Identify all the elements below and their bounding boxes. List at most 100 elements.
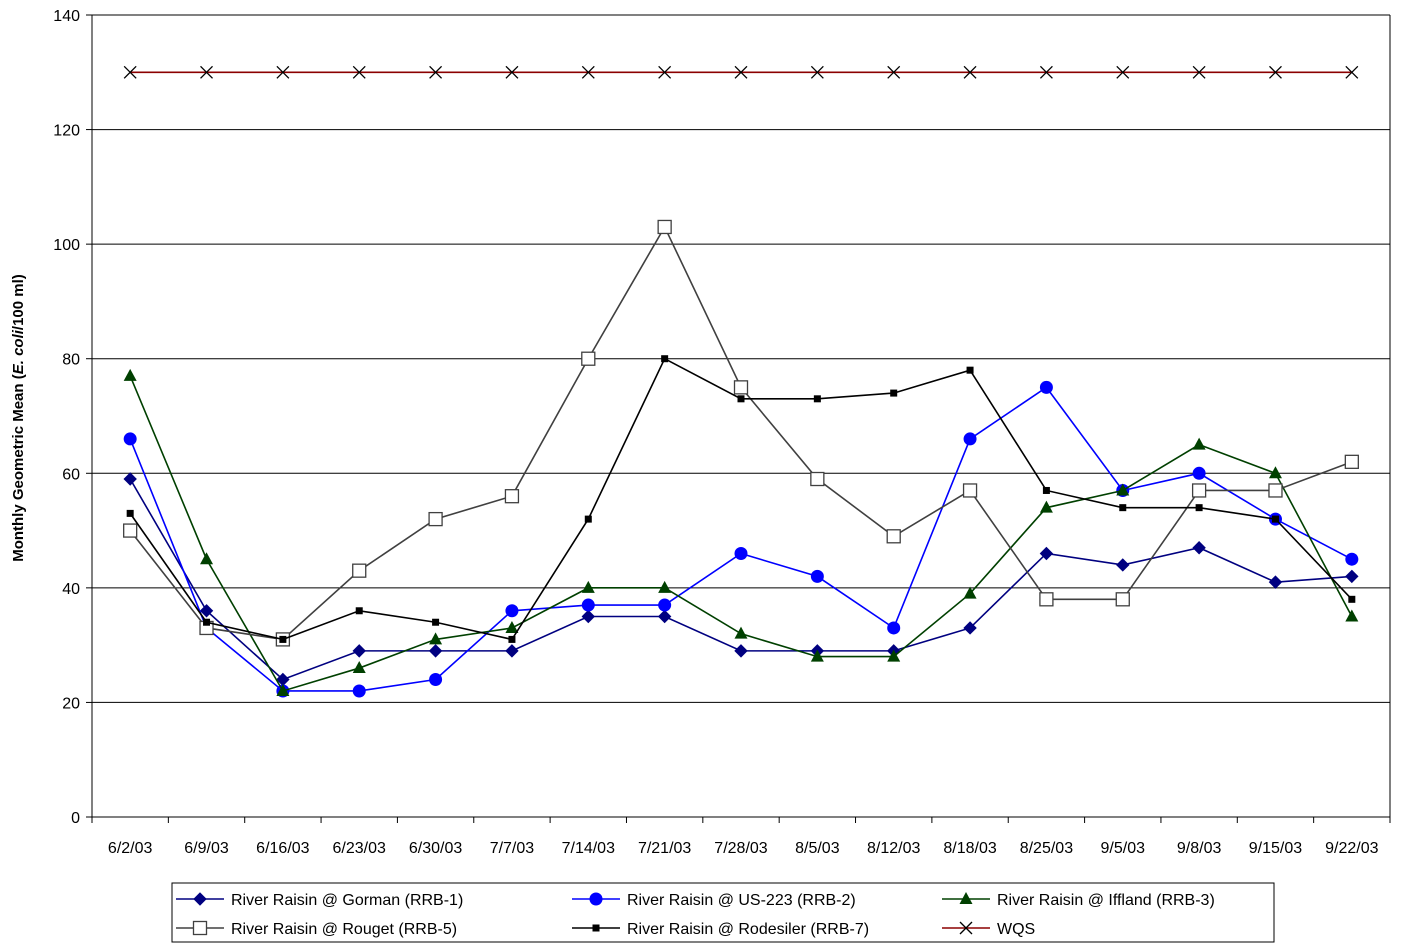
legend: River Raisin @ Gorman (RRB-1) River Raisi…	[171, 882, 1275, 943]
data-point-x	[1039, 65, 1053, 79]
data-point-x	[429, 65, 443, 79]
x-stroke	[123, 65, 137, 79]
data-point-square	[962, 483, 978, 498]
gridlines	[92, 14, 1390, 703]
data-point-diamond	[734, 644, 748, 658]
x-tick-label: 9/15/03	[1249, 840, 1302, 857]
data-point-square	[279, 635, 287, 643]
data-point-diamond	[505, 644, 519, 658]
x-stroke	[734, 65, 748, 79]
data-point-square	[428, 511, 443, 527]
x-stroke	[505, 65, 519, 79]
data-point-x	[505, 65, 519, 79]
data-point-x	[1192, 65, 1206, 79]
x-stroke	[581, 65, 595, 79]
legend-label: River Raisin @ Gorman (RRB-1)	[231, 892, 463, 909]
legend-entry: River Raisin @ Gorman (RRB-1)	[176, 892, 463, 909]
data-point-diamond	[123, 472, 137, 486]
legend-entry: River Raisin @ US-223 (RRB-2)	[572, 892, 856, 909]
data-point-square	[584, 515, 592, 523]
data-point-triangle	[810, 649, 824, 662]
x-tick-labels: 6/2/03 6/9/03 6/16/03 6/23/03 6/30/03 7/7/03 7…	[108, 840, 1379, 857]
x-stroke	[429, 65, 443, 79]
data-point-x	[1269, 65, 1282, 79]
data-point-x	[123, 65, 137, 79]
data-point-square	[592, 924, 600, 932]
data-point-diamond	[1116, 558, 1130, 572]
data-point-x	[810, 65, 824, 79]
y-tick-label: 40	[62, 581, 80, 598]
legend-label: River Raisin @ Iffland (RRB-3)	[997, 892, 1215, 909]
data-point-diamond	[657, 609, 672, 624]
y-tick-label: 100	[53, 237, 80, 254]
data-point-square	[203, 618, 211, 626]
data-point-square	[1191, 483, 1207, 498]
data-point-square	[192, 920, 208, 936]
x-stroke	[959, 921, 973, 935]
y-axis-label: Monthly Geometric Mean (E. coli/100 ml)	[10, 274, 27, 562]
x-tick-label: 7/28/03	[714, 840, 767, 857]
series-group	[123, 65, 1359, 698]
data-point-triangle	[429, 632, 443, 645]
data-point-square	[966, 366, 974, 374]
data-point-triangle	[887, 649, 901, 662]
data-point-triangle	[959, 892, 973, 904]
x-tick-label: 7/21/03	[638, 840, 691, 857]
data-point-x	[963, 65, 977, 79]
y-tick-labels: 0 20 40 60 80 100 120 140	[53, 8, 80, 827]
data-point-triangle	[200, 552, 214, 565]
legend-label: River Raisin @ Rouget (RRB-5)	[231, 921, 457, 938]
x-tick-label: 9/22/03	[1325, 840, 1378, 857]
x-tick-label: 6/9/03	[184, 840, 229, 857]
data-point-square	[733, 380, 749, 395]
data-point-diamond	[352, 644, 366, 658]
data-point-circle	[505, 604, 519, 618]
data-point-diamond	[1192, 541, 1206, 555]
data-point-circle	[810, 569, 824, 583]
data-point-circle	[1039, 380, 1053, 394]
data-point-triangle	[1345, 609, 1359, 622]
legend-entry: WQS	[942, 921, 1035, 938]
data-point-circle	[1345, 552, 1359, 566]
data-point-x	[959, 921, 973, 935]
x-tick-label: 7/7/03	[490, 840, 535, 857]
data-point-x	[200, 65, 213, 79]
series-river-raisin-rodesiler-rrb-7	[126, 355, 1356, 643]
legend-label: WQS	[997, 921, 1035, 938]
data-point-square	[890, 389, 898, 397]
data-point-triangle	[658, 580, 672, 593]
data-point-circle	[1192, 466, 1206, 480]
data-point-circle	[734, 546, 748, 560]
y-tick-label: 0	[71, 810, 80, 827]
x-tick-label: 8/18/03	[943, 840, 996, 857]
data-point-square	[1039, 592, 1054, 607]
x-tick-label: 9/8/03	[1177, 840, 1222, 857]
data-point-diamond	[199, 604, 214, 618]
data-point-square	[657, 219, 672, 235]
data-point-diamond	[428, 644, 443, 658]
data-point-diamond	[963, 621, 977, 635]
data-point-x	[734, 65, 748, 79]
y-tick-label: 60	[62, 466, 80, 483]
data-point-circle	[123, 432, 137, 446]
data-point-x	[581, 65, 595, 79]
data-point-square	[123, 523, 138, 538]
x-stroke	[887, 65, 901, 79]
data-point-square	[508, 635, 516, 643]
series-river-raisin-gorman-rrb-1	[123, 472, 1359, 687]
x-stroke	[1039, 65, 1053, 79]
data-point-square	[504, 489, 520, 504]
x-stroke	[810, 65, 824, 79]
data-point-square	[810, 471, 825, 487]
data-point-square	[1268, 483, 1283, 498]
data-point-square	[1344, 454, 1359, 469]
data-point-square	[1042, 486, 1050, 494]
data-point-square	[661, 355, 669, 363]
x-tick-label: 6/23/03	[333, 840, 386, 857]
data-point-square	[352, 563, 367, 578]
data-point-triangle	[1192, 437, 1206, 450]
data-point-circle	[887, 621, 901, 635]
data-point-x	[658, 65, 672, 79]
data-point-triangle	[734, 626, 748, 639]
